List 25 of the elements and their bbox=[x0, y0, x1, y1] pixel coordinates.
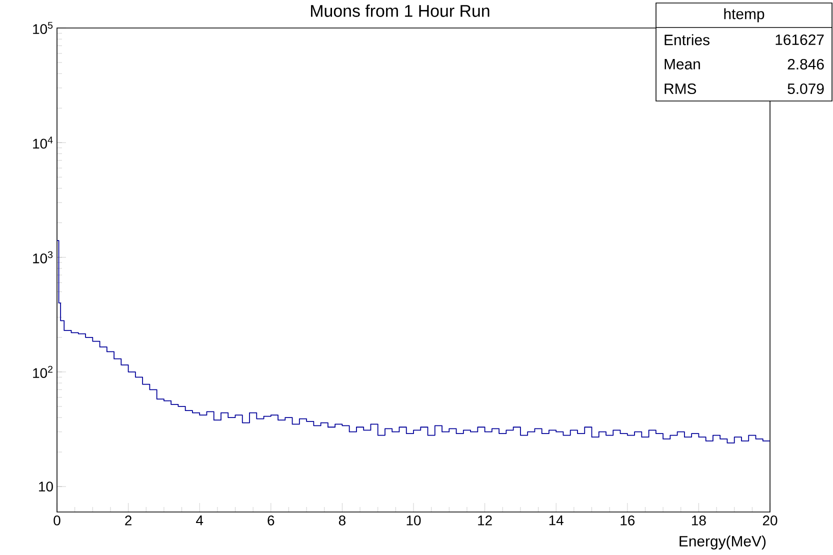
x-tick-label: 18 bbox=[692, 516, 706, 526]
y-tick-label: 10$^{5}$ bbox=[33, 22, 53, 34]
annotation: Entries bbox=[664, 34, 710, 46]
y-tick-label: 10 bbox=[39, 482, 53, 492]
text: htemp bbox=[724, 8, 764, 22]
x-tick-label: 8 bbox=[338, 516, 346, 526]
x-axis-title: Energy(MeV) bbox=[680, 536, 766, 550]
y-tick-label: 10$^{4}$ bbox=[33, 136, 53, 149]
y-tick-label: 10$^{2}$ bbox=[33, 366, 52, 378]
x-tick-label: 12 bbox=[478, 516, 492, 526]
text: 161627 bbox=[776, 34, 824, 46]
x-tick-label: 2 bbox=[125, 516, 132, 526]
y-tick-label: 10$^{3}$ bbox=[33, 251, 53, 264]
x-tick-label: 10 bbox=[406, 516, 421, 526]
x-tick-label: 14 bbox=[549, 516, 564, 526]
x-tick-label: 6 bbox=[268, 516, 274, 526]
text: 5.079 bbox=[788, 83, 824, 94]
x-tick-label: 4 bbox=[196, 516, 204, 526]
x-tick-label: 0 bbox=[54, 516, 60, 526]
chart-title: Muons from 1 Hour Run bbox=[311, 4, 490, 17]
annotation: RMS bbox=[664, 83, 696, 94]
x-tick-label: 16 bbox=[620, 516, 635, 526]
text: 2.846 bbox=[788, 58, 824, 70]
annotation: Mean bbox=[664, 59, 700, 70]
x-tick-label: 20 bbox=[762, 516, 778, 526]
